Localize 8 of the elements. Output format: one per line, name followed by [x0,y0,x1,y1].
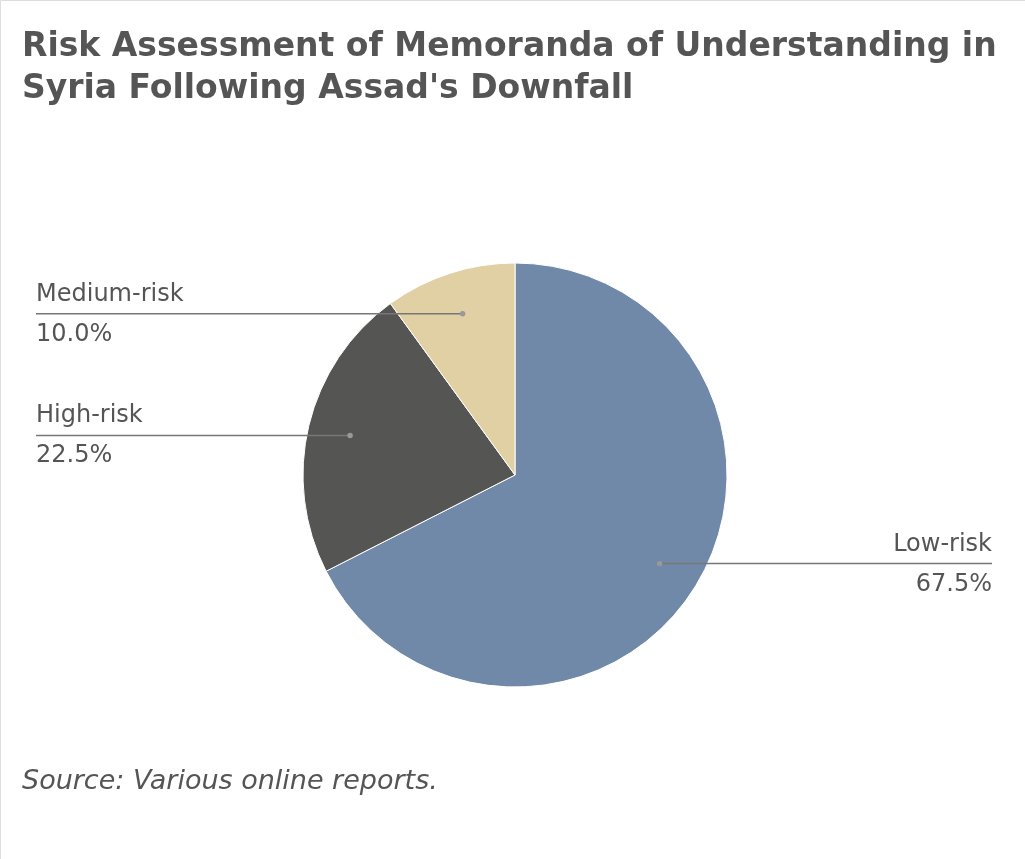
chart-title: Risk Assessment of Memoranda of Understanding in Syria Following Assad's Downfall [22,25,997,106]
slice-label: Low-risk [893,528,993,557]
slice-label: Medium-risk [36,278,184,307]
data-label: 22.5% [36,440,113,469]
data-label: 67.5% [915,568,992,597]
source-note: Source: Various online reports. [22,764,438,795]
slice-label: High-risk [36,400,143,429]
data-label: 10.0% [36,318,113,347]
